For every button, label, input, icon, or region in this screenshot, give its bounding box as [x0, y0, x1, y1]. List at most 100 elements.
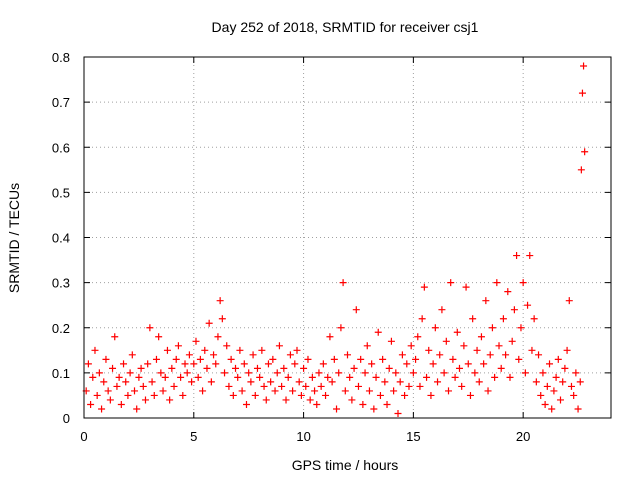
data-point — [245, 369, 253, 377]
data-point — [537, 391, 545, 399]
data-point — [440, 369, 448, 377]
data-point — [403, 360, 411, 368]
data-point — [201, 346, 209, 354]
data-point — [330, 355, 338, 363]
data-point — [196, 355, 204, 363]
grid-lines — [84, 57, 611, 418]
data-point — [532, 378, 540, 386]
data-point — [275, 342, 283, 350]
data-point — [322, 391, 330, 399]
data-point — [414, 333, 422, 341]
data-point — [216, 297, 224, 305]
data-point — [328, 378, 336, 386]
data-point — [477, 333, 485, 341]
data-point — [491, 373, 499, 381]
data-point — [326, 333, 334, 341]
data-point — [207, 378, 215, 386]
data-point — [442, 337, 450, 345]
data-point — [464, 360, 472, 368]
data-point — [506, 373, 514, 381]
data-point — [300, 364, 308, 372]
y-tick-label: 0.4 — [52, 231, 70, 246]
data-point — [381, 378, 389, 386]
data-point — [502, 351, 510, 359]
data-point — [548, 405, 556, 413]
data-point — [398, 351, 406, 359]
data-point — [469, 315, 477, 323]
data-point — [170, 382, 178, 390]
data-point — [284, 373, 292, 381]
data-point — [346, 373, 354, 381]
data-point — [251, 391, 259, 399]
data-point — [163, 346, 171, 354]
data-point — [289, 387, 297, 395]
x-tick-labels: 0 5 10 15 20 — [80, 429, 530, 444]
chart-title: Day 252 of 2018, SRMTID for receiver csj… — [212, 19, 479, 35]
data-point — [576, 378, 584, 386]
data-point — [372, 373, 380, 381]
data-point — [282, 396, 290, 404]
data-point — [302, 382, 310, 390]
data-point — [458, 382, 466, 390]
data-point — [95, 369, 103, 377]
data-point — [179, 391, 187, 399]
data-point — [423, 373, 431, 381]
data-point — [93, 391, 101, 399]
data-point — [539, 369, 547, 377]
data-point — [552, 373, 560, 381]
data-point — [565, 297, 573, 305]
data-point — [447, 279, 455, 287]
data-point — [315, 369, 323, 377]
data-point — [460, 342, 468, 350]
data-point — [390, 387, 398, 395]
y-axis-label: SRMTID / TECUs — [6, 183, 22, 293]
data-point — [190, 360, 198, 368]
data-point — [98, 405, 106, 413]
data-point — [363, 342, 371, 350]
data-point — [348, 396, 356, 404]
data-point — [339, 279, 347, 287]
data-point — [278, 382, 286, 390]
x-tick-label: 0 — [80, 429, 87, 444]
data-point — [541, 400, 549, 408]
data-point — [122, 378, 130, 386]
data-point — [405, 382, 413, 390]
x-tick-label: 5 — [190, 429, 197, 444]
data-point — [455, 364, 463, 372]
data-point — [218, 315, 226, 323]
data-point — [416, 382, 424, 390]
data-point — [526, 252, 534, 260]
data-points — [82, 62, 589, 417]
x-tick-label: 20 — [516, 429, 530, 444]
data-point — [335, 369, 343, 377]
axis-ticks — [83, 56, 611, 419]
data-point — [225, 382, 233, 390]
data-point — [188, 378, 196, 386]
data-point — [146, 324, 154, 332]
data-point — [519, 279, 527, 287]
data-point — [144, 360, 152, 368]
y-tick-label: 0.3 — [52, 276, 70, 291]
data-point — [574, 405, 582, 413]
data-point — [111, 333, 119, 341]
data-point — [434, 378, 442, 386]
data-point — [253, 364, 261, 372]
data-point — [379, 355, 387, 363]
data-point — [271, 387, 279, 395]
data-point — [262, 396, 270, 404]
data-point — [486, 351, 494, 359]
data-point — [394, 409, 402, 417]
data-point — [133, 405, 141, 413]
data-point — [475, 378, 483, 386]
data-point — [311, 387, 319, 395]
data-point — [387, 337, 395, 345]
data-point — [324, 373, 332, 381]
data-point — [229, 391, 237, 399]
data-point — [89, 373, 97, 381]
data-point — [267, 378, 275, 386]
data-point — [365, 387, 373, 395]
data-point — [91, 346, 99, 354]
data-point — [418, 315, 426, 323]
data-point — [482, 297, 490, 305]
data-point — [249, 351, 257, 359]
